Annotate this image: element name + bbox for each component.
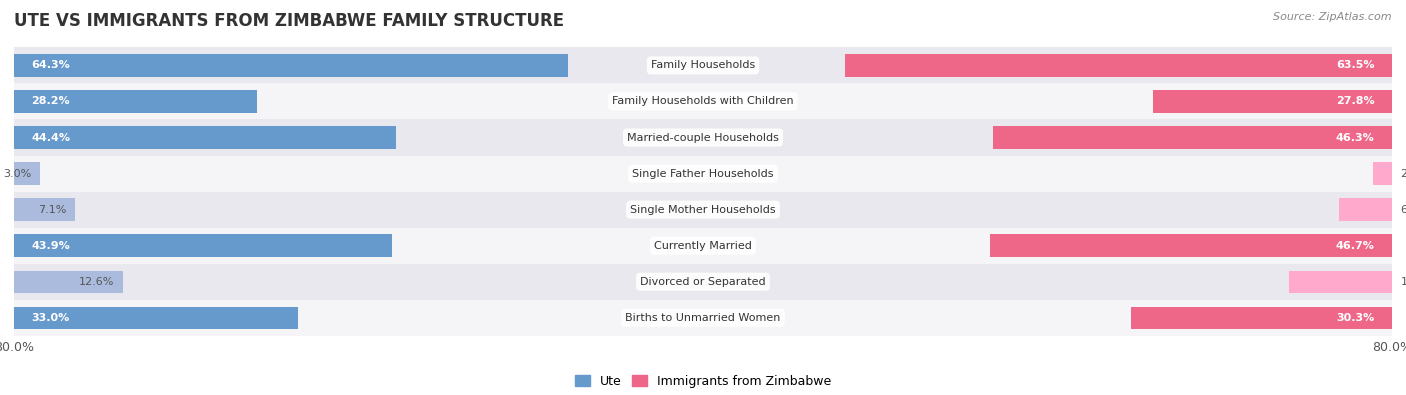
Bar: [14, 271, 122, 293]
Text: 46.3%: 46.3%: [1336, 132, 1375, 143]
Bar: [14, 54, 568, 77]
Text: 46.7%: 46.7%: [1336, 241, 1375, 251]
Bar: [14, 235, 392, 257]
Bar: [14, 228, 1392, 264]
Bar: [845, 54, 1392, 77]
Text: Currently Married: Currently Married: [654, 241, 752, 251]
Bar: [990, 235, 1392, 257]
Text: Births to Unmarried Women: Births to Unmarried Women: [626, 313, 780, 323]
Text: 30.3%: 30.3%: [1337, 313, 1375, 323]
Text: 3.0%: 3.0%: [3, 169, 31, 179]
Bar: [14, 90, 257, 113]
Text: Married-couple Households: Married-couple Households: [627, 132, 779, 143]
Text: Family Households: Family Households: [651, 60, 755, 70]
Text: 11.9%: 11.9%: [1400, 276, 1406, 287]
Text: 63.5%: 63.5%: [1336, 60, 1375, 70]
Text: 33.0%: 33.0%: [31, 313, 69, 323]
Bar: [14, 162, 39, 185]
Text: 6.2%: 6.2%: [1400, 205, 1406, 214]
Text: 44.4%: 44.4%: [31, 132, 70, 143]
Text: 27.8%: 27.8%: [1336, 96, 1375, 107]
Text: UTE VS IMMIGRANTS FROM ZIMBABWE FAMILY STRUCTURE: UTE VS IMMIGRANTS FROM ZIMBABWE FAMILY S…: [14, 12, 564, 30]
Text: Single Mother Households: Single Mother Households: [630, 205, 776, 214]
Text: Source: ZipAtlas.com: Source: ZipAtlas.com: [1274, 12, 1392, 22]
Bar: [14, 192, 1392, 228]
Text: Divorced or Separated: Divorced or Separated: [640, 276, 766, 287]
Bar: [993, 126, 1392, 149]
Bar: [14, 156, 1392, 192]
Bar: [1339, 198, 1392, 221]
Text: 28.2%: 28.2%: [31, 96, 70, 107]
Text: 7.1%: 7.1%: [38, 205, 66, 214]
Bar: [14, 47, 1392, 83]
Bar: [14, 126, 396, 149]
Bar: [14, 307, 298, 329]
Bar: [14, 83, 1392, 119]
Bar: [1289, 271, 1392, 293]
Text: Single Father Households: Single Father Households: [633, 169, 773, 179]
Text: 12.6%: 12.6%: [79, 276, 114, 287]
Bar: [1130, 307, 1392, 329]
Bar: [14, 119, 1392, 156]
Bar: [14, 198, 75, 221]
Bar: [1153, 90, 1392, 113]
Legend: Ute, Immigrants from Zimbabwe: Ute, Immigrants from Zimbabwe: [569, 370, 837, 393]
Text: Family Households with Children: Family Households with Children: [612, 96, 794, 107]
Bar: [14, 300, 1392, 336]
Bar: [1374, 162, 1392, 185]
Text: 2.2%: 2.2%: [1400, 169, 1406, 179]
Text: 43.9%: 43.9%: [31, 241, 70, 251]
Bar: [14, 264, 1392, 300]
Text: 64.3%: 64.3%: [31, 60, 70, 70]
